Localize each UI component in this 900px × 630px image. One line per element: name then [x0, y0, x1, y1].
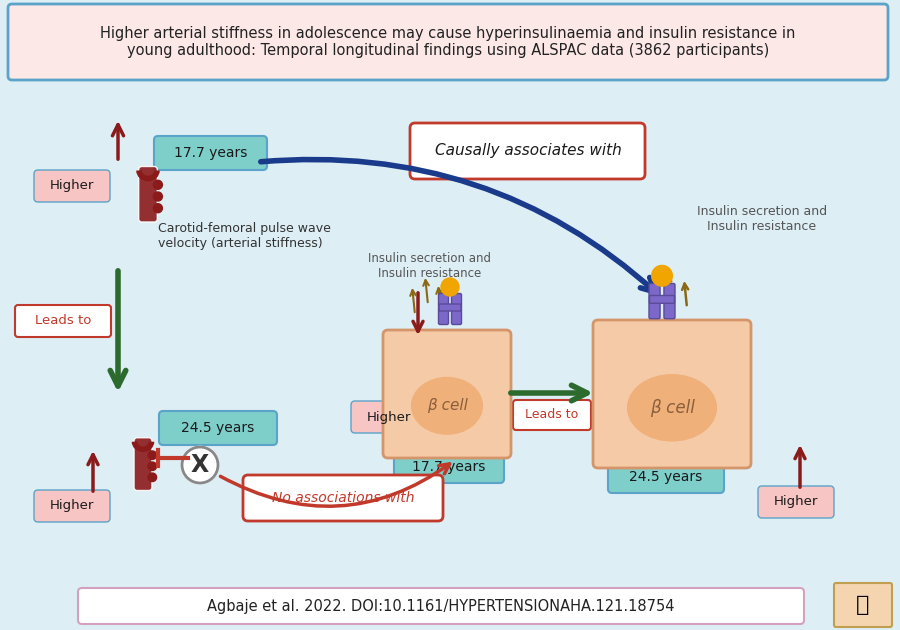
FancyBboxPatch shape: [383, 330, 511, 458]
Text: 24.5 years: 24.5 years: [182, 421, 255, 435]
FancyBboxPatch shape: [15, 305, 111, 337]
Text: Causally associates with: Causally associates with: [435, 144, 621, 159]
Circle shape: [148, 451, 157, 459]
FancyBboxPatch shape: [593, 320, 751, 468]
FancyBboxPatch shape: [243, 475, 443, 521]
Text: 24.5 years: 24.5 years: [629, 470, 703, 484]
Text: Agbaje et al. 2022. DOI:10.1161/HYPERTENSIONAHA.121.18754: Agbaje et al. 2022. DOI:10.1161/HYPERTEN…: [207, 598, 675, 614]
Ellipse shape: [411, 377, 482, 434]
Text: No associations with: No associations with: [272, 491, 414, 505]
FancyBboxPatch shape: [834, 583, 892, 627]
Text: β cell: β cell: [427, 398, 467, 413]
FancyBboxPatch shape: [664, 284, 675, 319]
FancyBboxPatch shape: [439, 304, 461, 311]
FancyBboxPatch shape: [351, 401, 427, 433]
Circle shape: [652, 265, 672, 286]
FancyBboxPatch shape: [139, 166, 158, 222]
FancyBboxPatch shape: [8, 4, 888, 80]
Circle shape: [441, 278, 459, 296]
Circle shape: [148, 462, 157, 471]
FancyBboxPatch shape: [134, 438, 152, 491]
Text: Higher: Higher: [367, 411, 411, 423]
FancyBboxPatch shape: [154, 136, 267, 170]
FancyBboxPatch shape: [410, 123, 645, 179]
FancyBboxPatch shape: [608, 461, 724, 493]
Text: Leads to: Leads to: [526, 408, 579, 421]
FancyBboxPatch shape: [649, 284, 660, 319]
Ellipse shape: [627, 375, 716, 441]
Text: Higher: Higher: [50, 180, 94, 193]
Text: Higher: Higher: [774, 496, 818, 508]
Text: Insulin secretion and
Insulin resistance: Insulin secretion and Insulin resistance: [368, 252, 491, 280]
Circle shape: [153, 203, 162, 213]
Text: Leads to: Leads to: [35, 314, 91, 328]
FancyBboxPatch shape: [34, 490, 110, 522]
FancyBboxPatch shape: [452, 294, 462, 324]
Circle shape: [153, 192, 162, 201]
FancyBboxPatch shape: [438, 294, 448, 324]
Circle shape: [148, 473, 157, 481]
Circle shape: [153, 180, 162, 189]
Text: Carotid-femoral pulse wave
velocity (arterial stiffness): Carotid-femoral pulse wave velocity (art…: [158, 222, 331, 250]
FancyBboxPatch shape: [758, 486, 834, 518]
FancyBboxPatch shape: [159, 411, 277, 445]
FancyBboxPatch shape: [513, 400, 591, 430]
Text: X: X: [191, 453, 209, 477]
Text: Higher: Higher: [50, 500, 94, 512]
Text: β cell: β cell: [650, 399, 695, 417]
Text: Insulin secretion and
Insulin resistance: Insulin secretion and Insulin resistance: [697, 205, 827, 233]
Text: 17.7 years: 17.7 years: [412, 460, 486, 474]
FancyBboxPatch shape: [394, 451, 504, 483]
Text: 17.7 years: 17.7 years: [175, 146, 248, 160]
Text: Higher arterial stiffness in adolescence may cause hyperinsulinaemia and insulin: Higher arterial stiffness in adolescence…: [100, 26, 796, 58]
Text: 🫀: 🫀: [856, 595, 869, 615]
FancyBboxPatch shape: [34, 170, 110, 202]
FancyBboxPatch shape: [650, 295, 674, 303]
FancyBboxPatch shape: [78, 588, 804, 624]
Circle shape: [182, 447, 218, 483]
